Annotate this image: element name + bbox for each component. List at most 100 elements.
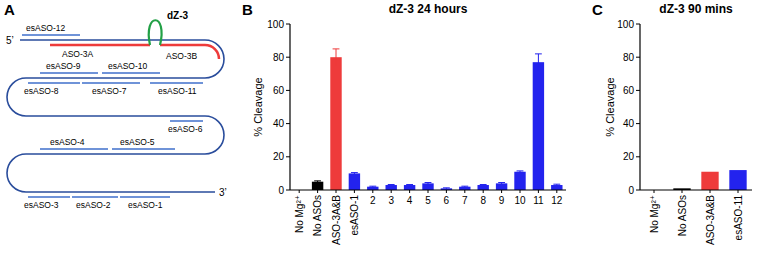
plot-marks	[312, 49, 563, 190]
esaso-segment	[120, 196, 170, 198]
bar	[701, 172, 718, 190]
esaso-segment	[40, 148, 108, 150]
aso-segment	[50, 44, 150, 47]
esaso-label: esASO-3	[24, 200, 59, 210]
error-bar	[314, 181, 321, 183]
figure: ABC5’3’esASO-1esASO-2esASO-3esASO-4esASO…	[0, 0, 760, 265]
x-tick	[409, 190, 410, 193]
chart-title: dZ-3 24 hours	[389, 2, 468, 16]
bar-chart: dZ-3 24 hours% Cleavage020406080100No Mg…	[252, 2, 566, 245]
x-tick	[299, 190, 300, 193]
y-tick	[636, 90, 640, 91]
esaso-segment	[150, 82, 203, 84]
bar	[533, 62, 544, 190]
x-axis	[640, 189, 752, 190]
five-prime: 5’	[6, 35, 14, 46]
error-cap	[480, 184, 487, 185]
x-tick	[428, 190, 429, 193]
x-tick-label: 7	[462, 195, 468, 206]
esaso-segment	[72, 196, 118, 198]
y-tick-label: 0	[278, 185, 284, 196]
esaso-segment	[28, 196, 70, 198]
panel-label: B	[242, 1, 253, 18]
error-bar	[351, 173, 358, 175]
panel-label: C	[592, 1, 603, 18]
y-axis	[289, 24, 290, 190]
x-tick	[372, 190, 373, 193]
y-tick	[286, 190, 290, 191]
esaso-segment	[170, 120, 203, 122]
x-tick	[738, 190, 739, 193]
x-tick-label: No Mg²⁺	[294, 195, 305, 233]
error-bar	[535, 54, 542, 71]
x-tick	[446, 190, 447, 193]
error-cap	[369, 186, 376, 187]
bar	[551, 185, 562, 190]
x-tick	[391, 190, 392, 193]
diagram: 5’3’esASO-1esASO-2esASO-3esASO-4esASO-5e…	[6, 10, 227, 210]
chart-title: dZ-3 90 mins	[659, 2, 733, 16]
esaso-segment	[112, 148, 175, 150]
dnazyme-loop	[149, 20, 162, 45]
y-tick-label: 0	[628, 185, 634, 196]
error-cap	[314, 180, 321, 181]
y-tick-label: 100	[617, 19, 634, 30]
x-tick	[538, 190, 539, 193]
x-tick-label: esASO-11	[733, 195, 744, 241]
x-tick	[710, 190, 711, 193]
x-tick	[464, 190, 465, 193]
plot-marks	[673, 170, 746, 190]
error-bar	[369, 186, 376, 188]
esaso-label: esASO-4	[50, 137, 85, 147]
error-bar	[480, 184, 487, 186]
y-tick	[636, 156, 640, 157]
x-tick-label: No Mg²⁺	[649, 195, 660, 233]
esaso-label: esASO-2	[76, 200, 111, 210]
esaso-label: esASO-10	[108, 61, 147, 71]
error-cap	[535, 53, 542, 54]
esaso-segment	[40, 72, 98, 74]
y-tick-label: 40	[623, 118, 635, 129]
y-tick-label: 80	[273, 52, 285, 63]
esaso-segment	[82, 82, 140, 84]
error-cap	[351, 172, 358, 173]
aso-label: ASO-3B	[166, 51, 198, 61]
error-stem	[336, 49, 337, 66]
x-tick-label: 11	[533, 195, 544, 206]
error-bar	[517, 171, 524, 173]
error-cap	[498, 182, 505, 183]
error-bar	[553, 184, 560, 186]
error-cap	[553, 184, 560, 185]
bar	[385, 185, 396, 190]
error-cap	[443, 187, 450, 188]
y-tick-label: 100	[267, 19, 284, 30]
bar	[422, 183, 433, 190]
y-tick	[636, 190, 640, 191]
x-tick-label: 9	[499, 195, 505, 206]
bar	[729, 170, 746, 190]
y-tick	[286, 156, 290, 157]
esaso-label: esASO-7	[92, 86, 127, 96]
error-bar	[498, 183, 505, 185]
x-tick	[483, 190, 484, 193]
bar-chart: dZ-3 90 mins% Cleavage020406080100No Mg²…	[604, 2, 752, 245]
x-tick	[501, 190, 502, 193]
esaso-label: esASO-6	[168, 124, 203, 134]
esaso-label: esASO-9	[46, 61, 81, 71]
x-tick-label: 4	[407, 195, 413, 206]
x-tick-label: 12	[551, 195, 563, 206]
y-tick-label: 40	[273, 118, 285, 129]
y-tick-label: 20	[623, 151, 635, 162]
x-tick	[654, 190, 655, 193]
esaso-label: esASO-5	[120, 137, 155, 147]
error-bar	[461, 186, 468, 188]
error-cap	[461, 186, 468, 187]
bar	[349, 173, 360, 190]
error-bar	[406, 184, 413, 186]
error-stem	[538, 54, 539, 71]
bar	[312, 182, 323, 190]
y-tick	[636, 57, 640, 58]
three-prime: 3’	[219, 187, 227, 198]
x-tick	[682, 190, 683, 193]
x-tick-label: 2	[370, 195, 376, 206]
